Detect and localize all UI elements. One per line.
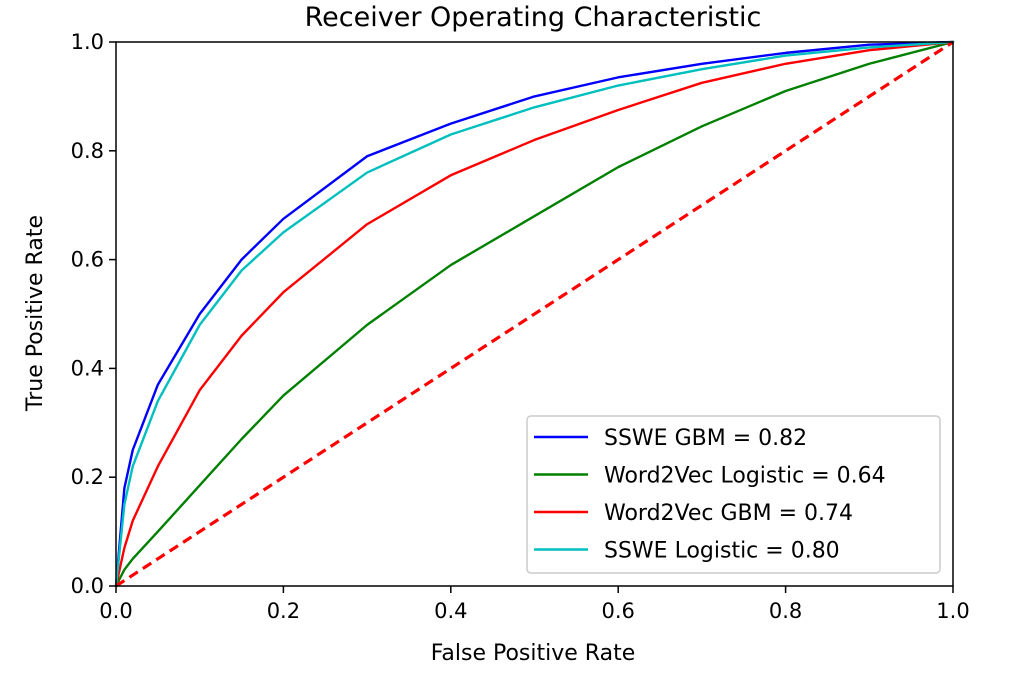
- x-tick-label: 1.0: [936, 599, 969, 623]
- plot-area: [114, 40, 955, 588]
- y-tick-label: 0.4: [71, 356, 104, 380]
- axis-ticks: 0.0 0.2 0.4 0.6 0.8 1.0 0.0 0.2 0.4 0.6 0.8 1.0: [71, 30, 970, 623]
- series-line-1: [114, 40, 955, 588]
- x-tick-label: 0.4: [434, 599, 467, 623]
- legend-entry-0: SSWE GBM = 0.82: [604, 426, 807, 451]
- legend-entry-1: Word2Vec Logistic = 0.64: [604, 464, 886, 489]
- series-line-2: [114, 40, 955, 588]
- y-tick-label: 0.8: [71, 139, 104, 163]
- series-line-0: [114, 40, 955, 588]
- legend-entry-3: SSWE Logistic = 0.80: [604, 539, 840, 564]
- x-tick-label: 0.0: [99, 599, 132, 623]
- plot-frame: [115, 41, 954, 587]
- x-tick-label: 0.2: [267, 599, 300, 623]
- reference-diagonal-line: [115, 40, 954, 588]
- legend-entry-2: Word2Vec GBM = 0.74: [604, 501, 853, 526]
- x-tick-label: 0.6: [601, 599, 634, 623]
- series-line-3: [114, 40, 955, 588]
- y-tick-label: 0.6: [71, 248, 104, 272]
- legend: SSWE GBM = 0.82 Word2Vec Logistic = 0.64 W…: [526, 415, 941, 574]
- y-tick-label: 0.2: [71, 465, 104, 489]
- y-tick-label: 0.0: [71, 574, 104, 598]
- legend-box: [526, 415, 941, 574]
- chart-title: Receiver Operating Characteristic: [305, 2, 762, 33]
- x-tick-label: 0.8: [769, 599, 802, 623]
- y-tick-label: 1.0: [71, 30, 104, 54]
- y-axis-label: True Positive Rate: [23, 215, 48, 412]
- x-axis-label: False Positive Rate: [431, 641, 635, 666]
